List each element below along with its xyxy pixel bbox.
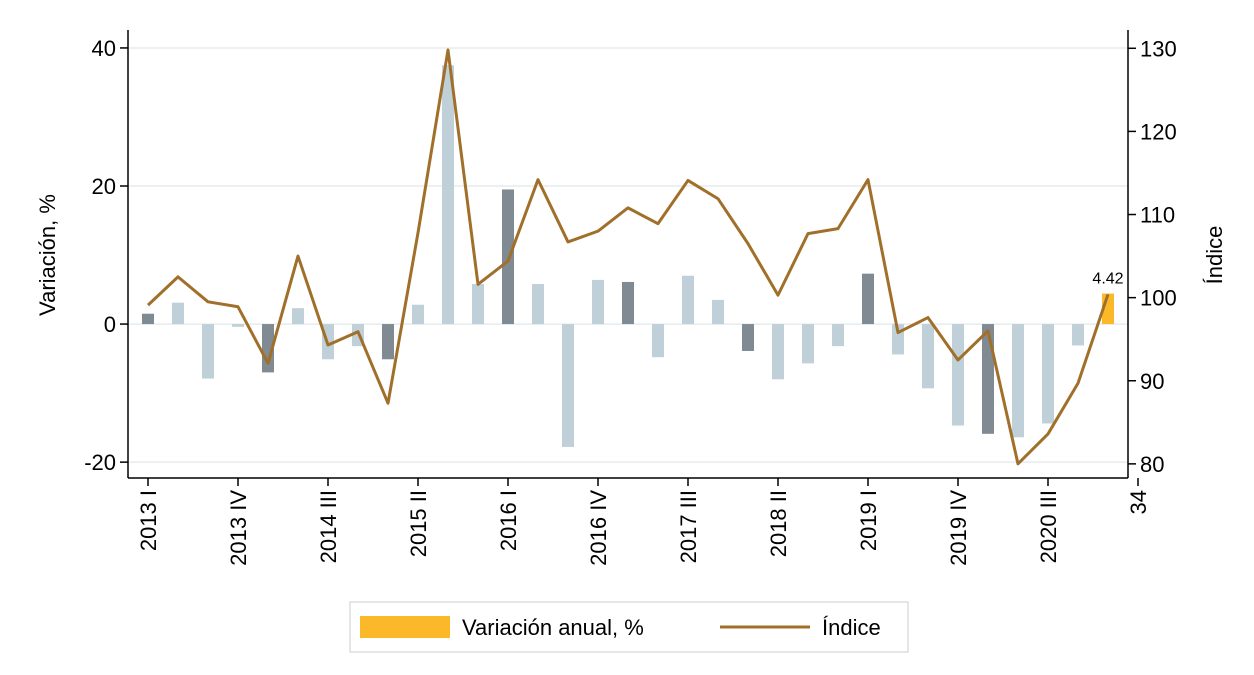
y-axis-label: Variación, %: [35, 194, 60, 316]
bar: [682, 275, 694, 325]
x-tick-label: 2013 IV: [226, 490, 251, 566]
x-tick-label: 2017 III: [676, 490, 701, 563]
bar: [832, 324, 844, 347]
legend-swatch: [360, 616, 450, 638]
y2-tick-label: 120: [1140, 119, 1177, 144]
bar: [802, 324, 814, 364]
x-tick-label: 2015 II: [406, 490, 431, 557]
x-tick-label: 2014 III: [316, 490, 341, 563]
bar: [412, 304, 424, 325]
x-tick-label: 2016 I: [496, 490, 521, 551]
x-tick-label: 34: [1126, 490, 1151, 514]
bar: [142, 313, 154, 325]
y2-axis-label: Índice: [1202, 226, 1227, 285]
y2-tick-label: 90: [1140, 369, 1164, 394]
bar: [712, 299, 724, 325]
x-tick-label: 2019 I: [856, 490, 881, 551]
legend-label: Índice: [822, 615, 881, 640]
bar: [922, 324, 934, 389]
bar: [1072, 324, 1084, 346]
bar: [622, 281, 634, 325]
bar: [532, 284, 544, 325]
bar: [592, 279, 604, 325]
y2-tick-label: 100: [1140, 286, 1177, 311]
bar: [772, 324, 784, 380]
legend-label: Variación anual, %: [462, 615, 644, 640]
x-tick-label: 2013 I: [136, 490, 161, 551]
y-tick-label: 40: [92, 36, 116, 61]
bar: [472, 284, 484, 325]
y-tick-label: 20: [92, 174, 116, 199]
bar: [442, 65, 454, 325]
y2-tick-label: 110: [1140, 203, 1175, 228]
y2-tick-label: 130: [1140, 36, 1177, 61]
bar: [202, 324, 214, 379]
y-tick-label: -20: [84, 450, 116, 475]
bar: [982, 324, 994, 434]
bar: [172, 302, 184, 325]
x-tick-label: 2016 IV: [586, 490, 611, 566]
bar: [562, 324, 574, 447]
x-tick-label: 2019 IV: [946, 490, 971, 566]
bar: [232, 324, 244, 327]
bar: [652, 324, 664, 358]
x-tick-label: 2018 II: [766, 490, 791, 557]
data-label: 4.42: [1092, 271, 1123, 288]
y-tick-label: 0: [104, 312, 116, 337]
bar: [382, 324, 394, 360]
bar: [862, 273, 874, 325]
bar: [952, 324, 964, 426]
x-tick-label: 2020 III: [1036, 490, 1061, 563]
bar: [742, 324, 754, 351]
bar: [1012, 324, 1024, 438]
bar: [292, 308, 304, 325]
y2-tick-label: 80: [1140, 452, 1164, 477]
line: [146, 48, 1110, 466]
bar: [1042, 324, 1054, 424]
